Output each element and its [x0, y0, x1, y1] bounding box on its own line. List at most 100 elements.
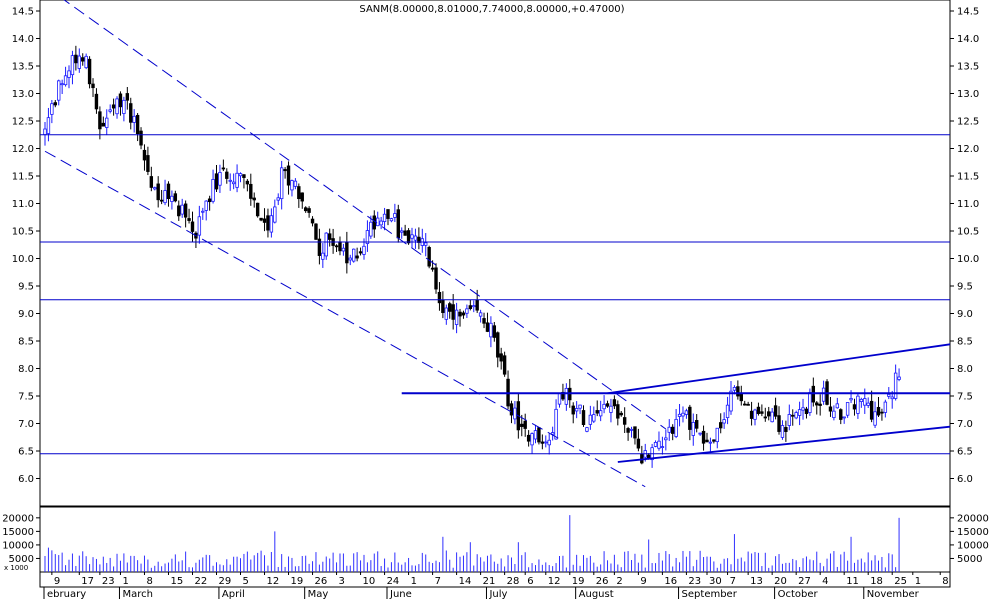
candle-body	[382, 213, 387, 222]
candle-body	[609, 405, 613, 413]
date-tick-label: 30	[709, 576, 722, 587]
candle-body	[314, 223, 318, 240]
date-tick-label: 24	[387, 576, 400, 587]
candle-body	[403, 230, 407, 236]
candle-body	[756, 406, 761, 414]
candle-body	[46, 117, 51, 134]
month-label: September	[682, 589, 738, 599]
month-label: May	[308, 589, 329, 599]
candle-body	[273, 206, 277, 223]
candle-body	[218, 172, 222, 186]
candle-body	[616, 404, 620, 419]
candle-body	[869, 400, 874, 420]
date-tick-label: 28	[507, 576, 520, 587]
candle-body	[252, 197, 256, 201]
price-tick-label-left: 7.0	[18, 419, 34, 430]
candle-body	[653, 442, 658, 447]
price-tick-label-right: 7.0	[957, 419, 973, 430]
candle-body	[269, 215, 274, 233]
date-tick-label: 26	[596, 576, 609, 587]
channel-line-solid	[607, 343, 951, 395]
candle-body	[763, 416, 767, 419]
candle-body	[804, 408, 809, 415]
candle-body	[537, 427, 541, 443]
candle-body	[283, 169, 287, 172]
candle-body	[67, 70, 71, 78]
price-tick-label-left: 6.5	[18, 447, 34, 458]
candle-body	[743, 403, 747, 406]
candle-body	[98, 111, 102, 130]
candle-body	[386, 209, 390, 219]
candle-body	[303, 207, 308, 212]
candle-body	[105, 117, 109, 128]
candle-body	[355, 255, 359, 259]
candle-body	[424, 242, 428, 246]
candle-body	[122, 99, 126, 114]
volume-tick-label-right: 15000	[957, 527, 989, 538]
candle-body	[149, 176, 154, 188]
price-tick-label-left: 10.0	[12, 254, 34, 265]
candle-body	[520, 423, 524, 427]
price-tick-label-left: 14.5	[12, 7, 34, 18]
month-label: July	[488, 589, 507, 599]
candle-body	[444, 307, 449, 320]
price-tick-label-right: 12.5	[957, 117, 979, 128]
candle-body	[142, 149, 147, 161]
candle-body	[327, 233, 332, 240]
candle-body	[183, 203, 188, 218]
price-tick-label-left: 6.0	[18, 474, 34, 485]
candle-body	[629, 428, 634, 431]
candle-body	[492, 325, 497, 338]
candle-body	[845, 402, 850, 416]
date-tick-label: 20	[774, 576, 787, 587]
price-tick-label-right: 8.0	[957, 364, 973, 375]
candle-body	[821, 387, 826, 402]
chart-frames	[39, 0, 951, 588]
candle-body	[523, 420, 527, 429]
candle-body	[657, 440, 661, 449]
date-tick-label: 18	[870, 576, 883, 587]
candle-body	[53, 102, 57, 106]
candle-body	[231, 181, 236, 185]
date-axis-frame	[39, 571, 951, 588]
candle-body	[835, 403, 840, 409]
candle-body	[153, 187, 157, 190]
price-tick-label-left: 11.5	[12, 172, 34, 183]
date-tick-label: 7	[730, 576, 736, 587]
candle-body	[791, 414, 795, 417]
candle-body	[379, 220, 383, 226]
candle-body	[746, 403, 750, 406]
candle-body	[389, 218, 394, 222]
candle-body	[595, 410, 599, 414]
candle-body	[376, 217, 380, 227]
price-axis-ticks: 6.0 6.0 6.5 6.5 7.0 7.0 7.5 7.5 8.0 8.0 8.5 8.5 9.0 9…	[12, 7, 980, 486]
candle-body	[434, 267, 438, 290]
candle-body	[259, 217, 263, 221]
date-tick-label: 23	[102, 576, 115, 587]
candle-body	[135, 114, 140, 135]
price-tick-label-right: 7.5	[957, 392, 973, 403]
date-tick-label: 13	[750, 576, 763, 587]
price-tick-label-right: 8.5	[957, 337, 973, 348]
candle-body	[478, 312, 483, 317]
price-tick-label-right: 14.0	[957, 34, 979, 45]
candle-body	[832, 410, 836, 419]
candle-body	[499, 353, 503, 362]
candle-body	[496, 332, 500, 358]
candle-body	[396, 209, 400, 239]
candle-body	[228, 179, 232, 182]
candle-body	[279, 167, 284, 200]
candle-body	[118, 93, 123, 108]
candle-body	[540, 441, 545, 444]
candle-body	[863, 398, 867, 406]
price-tick-label-left: 13.5	[12, 62, 34, 73]
price-tick-label-right: 6.0	[957, 474, 973, 485]
channel-line-solid	[617, 425, 951, 463]
candle-body	[705, 439, 709, 443]
date-tick-label: 26	[315, 576, 328, 587]
candle-body	[465, 308, 469, 314]
candle-body	[187, 218, 191, 221]
candle-body	[369, 221, 373, 237]
candle-body	[334, 245, 339, 248]
volume-multiplier-label: x 1000	[4, 564, 28, 572]
